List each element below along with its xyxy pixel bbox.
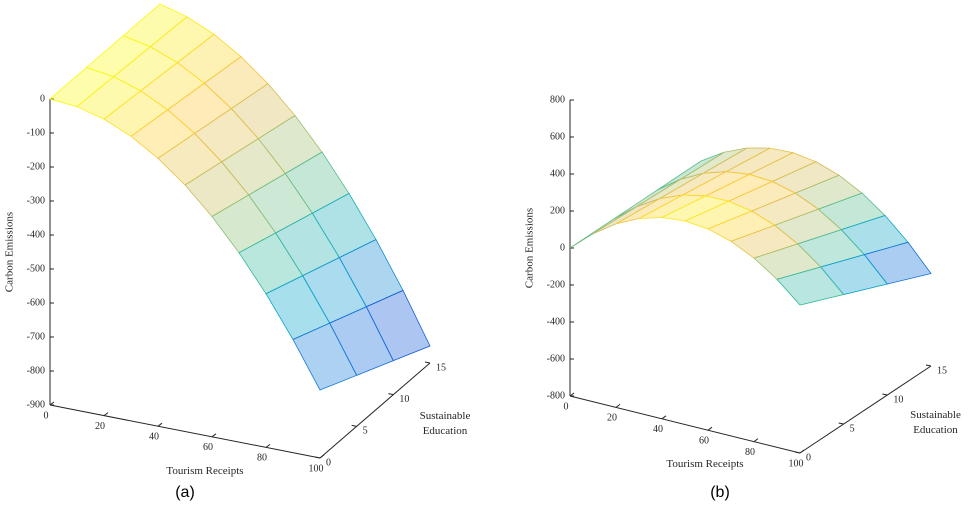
y-tick xyxy=(388,393,394,396)
y-tick-label: 5 xyxy=(363,426,368,437)
x-tick-label: 60 xyxy=(203,442,213,453)
surface-patch xyxy=(292,322,358,391)
surface-patch xyxy=(776,266,845,306)
x-tick-label: 60 xyxy=(699,435,709,446)
x-tick xyxy=(103,412,109,417)
x-tick xyxy=(49,401,55,406)
y-tick xyxy=(794,451,801,454)
x-tick-label: 0 xyxy=(564,401,569,412)
x-tick-label: 40 xyxy=(149,431,159,442)
x-axis-label: Tourism Receipts xyxy=(166,465,243,477)
x-tick-label: 20 xyxy=(95,421,105,432)
x-tick xyxy=(157,422,163,427)
x-tick xyxy=(753,438,759,443)
x-tick-label: 100 xyxy=(309,463,324,474)
y-tick-label: 0 xyxy=(326,457,331,468)
y-axis xyxy=(799,365,932,454)
z-tick-label: -800 xyxy=(547,390,565,401)
z-tick-label: -300 xyxy=(27,195,45,206)
y-tick-label: 10 xyxy=(893,394,903,405)
x-tick-label: 0 xyxy=(44,410,49,421)
z-tick-label: -200 xyxy=(547,279,565,290)
x-tick xyxy=(707,426,713,431)
z-tick-label: 0 xyxy=(40,93,45,104)
z-tick-label: 0 xyxy=(560,242,565,253)
z-axis-label: Carbon Emissions xyxy=(4,212,16,292)
x-axis xyxy=(49,404,321,459)
z-tick-label: -600 xyxy=(547,353,565,364)
x-axis-label: Tourism Receipts xyxy=(666,458,743,470)
z-tick-label: -400 xyxy=(547,316,565,327)
y-tick xyxy=(314,456,321,459)
y-tick xyxy=(424,361,431,364)
y-tick xyxy=(351,424,357,427)
x-tick-label: 40 xyxy=(653,424,663,435)
y-tick-label: 15 xyxy=(937,365,947,376)
x-tick-label: 80 xyxy=(745,447,755,458)
z-tick-label: -500 xyxy=(27,263,45,274)
z-tick-label: 400 xyxy=(550,168,565,179)
x-tick xyxy=(211,433,217,438)
y-tick xyxy=(882,393,888,396)
y-tick-label: 10 xyxy=(399,394,409,405)
caption: (b) xyxy=(710,484,730,501)
caption: (a) xyxy=(175,484,195,501)
y-tick xyxy=(925,364,932,367)
x-axis xyxy=(569,395,801,454)
y-tick-label: 5 xyxy=(850,423,855,434)
surface xyxy=(49,3,431,391)
x-tick xyxy=(569,392,575,397)
y-tick-label: 15 xyxy=(436,362,446,373)
y-axis-label: Sustainable xyxy=(910,409,961,421)
x-tick xyxy=(265,443,271,448)
y-axis-label: Education xyxy=(913,424,958,436)
z-tick-label: -400 xyxy=(27,229,45,240)
z-tick-label: -600 xyxy=(27,297,45,308)
surface xyxy=(569,147,932,306)
z-tick-label: -900 xyxy=(27,399,45,410)
x-tick-label: 100 xyxy=(789,458,804,469)
z-tick-label: -100 xyxy=(27,127,45,138)
x-tick-label: 20 xyxy=(607,413,617,424)
y-axis xyxy=(319,362,431,459)
x-tick-label: 80 xyxy=(257,453,267,464)
z-tick-label: 600 xyxy=(550,131,565,142)
x-tick xyxy=(661,415,667,420)
z-tick-label: -700 xyxy=(27,331,45,342)
y-tick xyxy=(838,422,844,425)
y-axis-label: Education xyxy=(423,425,468,437)
z-tick-label: -200 xyxy=(27,161,45,172)
x-tick xyxy=(615,403,621,408)
y-axis-label: Sustainable xyxy=(420,410,471,422)
y-tick-label: 0 xyxy=(806,452,811,463)
z-tick-label: 200 xyxy=(550,205,565,216)
x-tick xyxy=(799,449,805,454)
z-axis-label: Carbon Emissions xyxy=(524,208,536,288)
z-tick-label: 800 xyxy=(550,94,565,105)
z-tick-label: -800 xyxy=(27,365,45,376)
x-tick xyxy=(319,454,325,459)
